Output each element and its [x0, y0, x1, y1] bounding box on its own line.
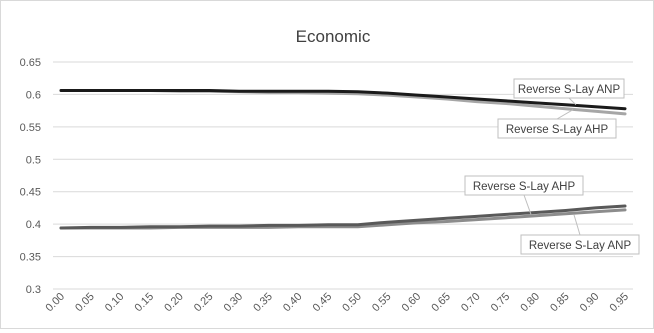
x-tick-label: 0.40	[281, 291, 305, 315]
x-tick-label: 0.25	[192, 291, 216, 315]
annotations: Reverse S-Lay ANP Reverse S-Lay AHP Revers…	[464, 78, 640, 255]
annotation-box	[497, 118, 617, 139]
series-line-2	[59, 204, 627, 230]
x-tick-label: 0.60	[400, 291, 424, 315]
x-axis-tick-labels: 0.00 0.05 0.10 0.15 0.20 0.25 0.30 0.35 0.40 0.45…	[43, 291, 631, 315]
x-tick-label: 0.70	[459, 291, 483, 315]
y-tick-label: 0.5	[26, 154, 41, 166]
annotation-leader	[556, 109, 574, 120]
x-tick-label: 0.05	[73, 291, 97, 315]
x-tick-label: 0.85	[548, 291, 572, 315]
y-tick-label: 0.4	[26, 219, 41, 231]
annotation-label: Reverse S-Lay ANP	[518, 84, 621, 96]
annotation-box	[513, 78, 625, 99]
y-tick-label: 0.55	[20, 122, 41, 134]
annotation-leader	[568, 97, 577, 106]
annotation-label: Reverse S-Lay AHP	[473, 181, 576, 193]
series-line-0	[59, 89, 627, 111]
x-tick-label: 0.20	[162, 291, 186, 315]
y-axis-tick-labels: 0.3 0.35 0.4 0.45 0.5 0.55 0.6 0.65	[20, 57, 41, 296]
x-tick-label: 0.45	[311, 291, 335, 315]
annotation-label: Reverse S-Lay ANP	[529, 240, 632, 252]
series-lines	[59, 89, 627, 230]
x-tick-label: 0.80	[518, 291, 542, 315]
annotation-leader	[523, 194, 532, 215]
y-tick-label: 0.65	[20, 57, 41, 69]
x-tick-label: 0.75	[489, 291, 513, 315]
y-tick-label: 0.6	[26, 89, 41, 101]
x-tick-label: 0.55	[370, 291, 394, 315]
x-tick-label: 0.00	[43, 291, 67, 315]
x-tick-label: 0.95	[607, 291, 631, 315]
annotation-leader	[573, 214, 581, 236]
annotation-box	[520, 234, 640, 255]
x-tick-label: 0.30	[222, 291, 246, 315]
x-tick-label: 0.90	[578, 291, 602, 315]
chart-title: Economic	[296, 27, 371, 46]
x-tick-label: 0.15	[133, 291, 157, 315]
x-tick-label: 0.35	[251, 291, 275, 315]
line-chart: Economic 0.3 0.35 0.4 0.45 0.5 0.55 0.6 0.65 0.…	[20, 27, 640, 315]
y-tick-label: 0.35	[20, 252, 41, 264]
y-tick-label: 0.45	[20, 187, 41, 199]
annotation-box	[464, 175, 584, 196]
x-tick-label: 0.10	[103, 291, 127, 315]
y-tick-label: 0.3	[26, 284, 41, 296]
annotation-label: Reverse S-Lay AHP	[506, 124, 609, 136]
x-tick-label: 0.50	[340, 291, 364, 315]
x-tick-label: 0.65	[429, 291, 453, 315]
